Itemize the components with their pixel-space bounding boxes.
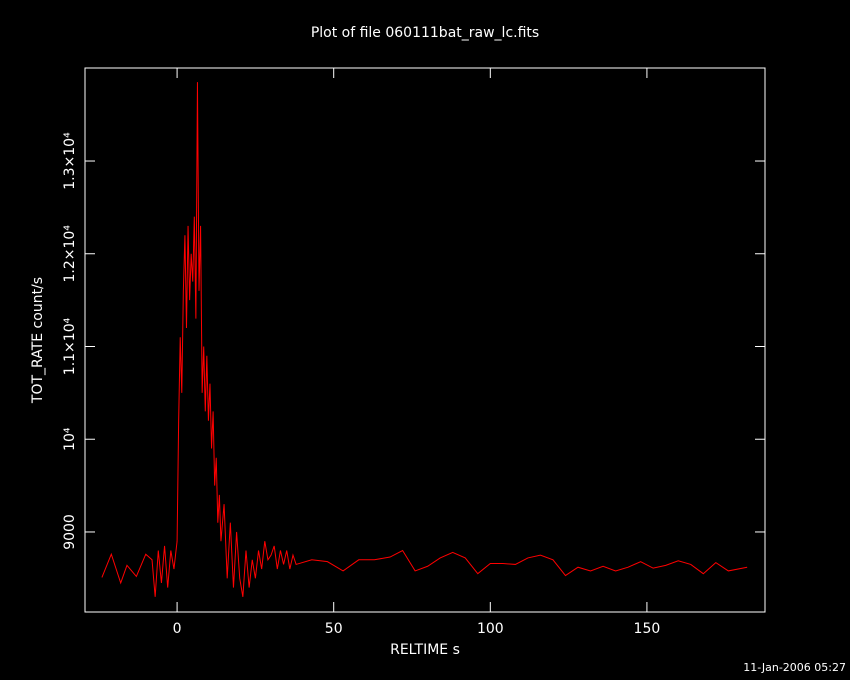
y-tick-label: 9000 bbox=[62, 514, 78, 550]
chart-title: Plot of file 060111bat_raw_lc.fits bbox=[311, 25, 539, 41]
x-tick-label: 150 bbox=[634, 621, 661, 637]
x-tick-label: 50 bbox=[325, 621, 343, 637]
x-axis-label: RELTIME s bbox=[390, 642, 460, 658]
x-tick-label: 0 bbox=[173, 621, 182, 637]
y-tick-label: 1.2×10⁴ bbox=[62, 225, 78, 283]
footer-timestamp: 11-Jan-2006 05:27 bbox=[743, 661, 846, 674]
y-tick-label: 1.1×10⁴ bbox=[62, 317, 78, 375]
y-tick-label: 1.3×10⁴ bbox=[62, 132, 78, 190]
x-tick-label: 100 bbox=[477, 621, 504, 637]
plot-frame bbox=[84, 67, 766, 613]
y-tick-label: 10⁴ bbox=[62, 427, 78, 451]
light-curve bbox=[101, 82, 748, 597]
y-axis-label: TOT_RATE count/s bbox=[30, 277, 46, 404]
